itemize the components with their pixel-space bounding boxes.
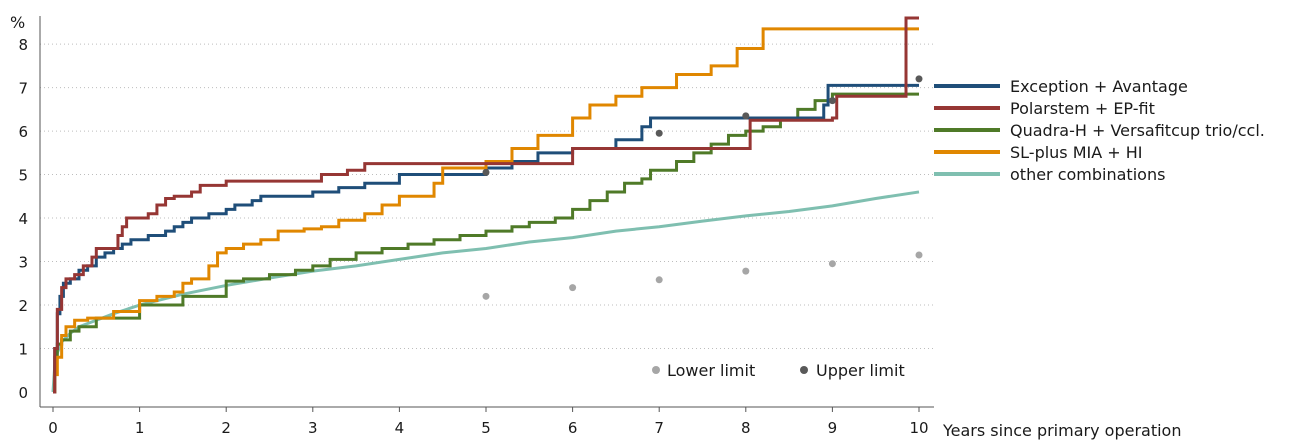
x-tick-label: 8	[741, 419, 751, 437]
y-tick-label: 8	[18, 36, 28, 54]
legend-label: Quadra-H + Versafitcup trio/ccl.	[1010, 121, 1265, 140]
y-axis-unit: %	[10, 13, 25, 32]
y-tick-label: 5	[18, 167, 28, 185]
limit-markers	[482, 75, 923, 300]
lower-limit-point	[742, 267, 750, 275]
limits-legend: Lower limit Upper limit	[652, 361, 905, 380]
upper-limit-point	[915, 75, 923, 83]
x-tick-label: 5	[481, 419, 491, 437]
upper-limit-point	[482, 168, 490, 176]
x-tick-label: 4	[395, 419, 405, 437]
x-tick-label: 1	[135, 419, 145, 437]
x-tick-label: 7	[654, 419, 664, 437]
lower-limit-legend-dot	[652, 366, 660, 374]
lower-limit-legend-label: Lower limit	[667, 361, 755, 380]
lower-limit-point	[655, 276, 663, 284]
y-tick-label: 6	[18, 123, 28, 141]
y-tick-label: 1	[18, 341, 28, 359]
series-lines	[51, 16, 920, 394]
series-line-1	[53, 16, 919, 394]
y-tick-label: 3	[18, 254, 28, 272]
x-axis-title: Years since primary operation	[942, 421, 1181, 440]
axes	[39, 16, 934, 408]
upper-limit-point	[742, 112, 750, 120]
legend-label: Polarstem + EP-fit	[1010, 99, 1155, 118]
lower-limit-point	[828, 260, 836, 268]
series-line-3	[53, 27, 919, 394]
grid-lines	[40, 43, 934, 350]
upper-limit-point	[655, 129, 663, 137]
series-line-0	[53, 83, 919, 394]
upper-limit-legend-dot	[800, 366, 808, 374]
y-tick-label: 4	[18, 210, 28, 228]
upper-limit-legend-label: Upper limit	[816, 361, 905, 380]
legend-label: SL-plus MIA + HI	[1010, 143, 1143, 162]
y-tick-label: 0	[18, 384, 28, 402]
legend-label: Exception + Avantage	[1010, 77, 1188, 96]
y-tick-labels: 0 1 2 3 4 5 6 7 8	[18, 36, 28, 402]
x-tick-labels: 0 1 2 3 4 5 6 7 8 9 10	[48, 407, 929, 437]
y-tick-label: 7	[18, 80, 28, 98]
x-tick-label: 2	[221, 419, 231, 437]
x-tick-label: 9	[828, 419, 838, 437]
x-tick-label: 10	[909, 419, 928, 437]
y-tick-label: 2	[18, 297, 28, 315]
series-line-2	[53, 92, 919, 394]
x-tick-label: 0	[48, 419, 58, 437]
lower-limit-point	[569, 284, 577, 292]
legend-label: other combinations	[1010, 165, 1165, 184]
upper-limit-point	[828, 97, 836, 105]
lower-limit-point	[915, 251, 923, 259]
lower-limit-point	[482, 292, 490, 300]
x-tick-label: 3	[308, 419, 318, 437]
legend: Exception + Avantage Polarstem + EP-fit Qu…	[934, 77, 1265, 184]
x-tick-label: 6	[568, 419, 578, 437]
